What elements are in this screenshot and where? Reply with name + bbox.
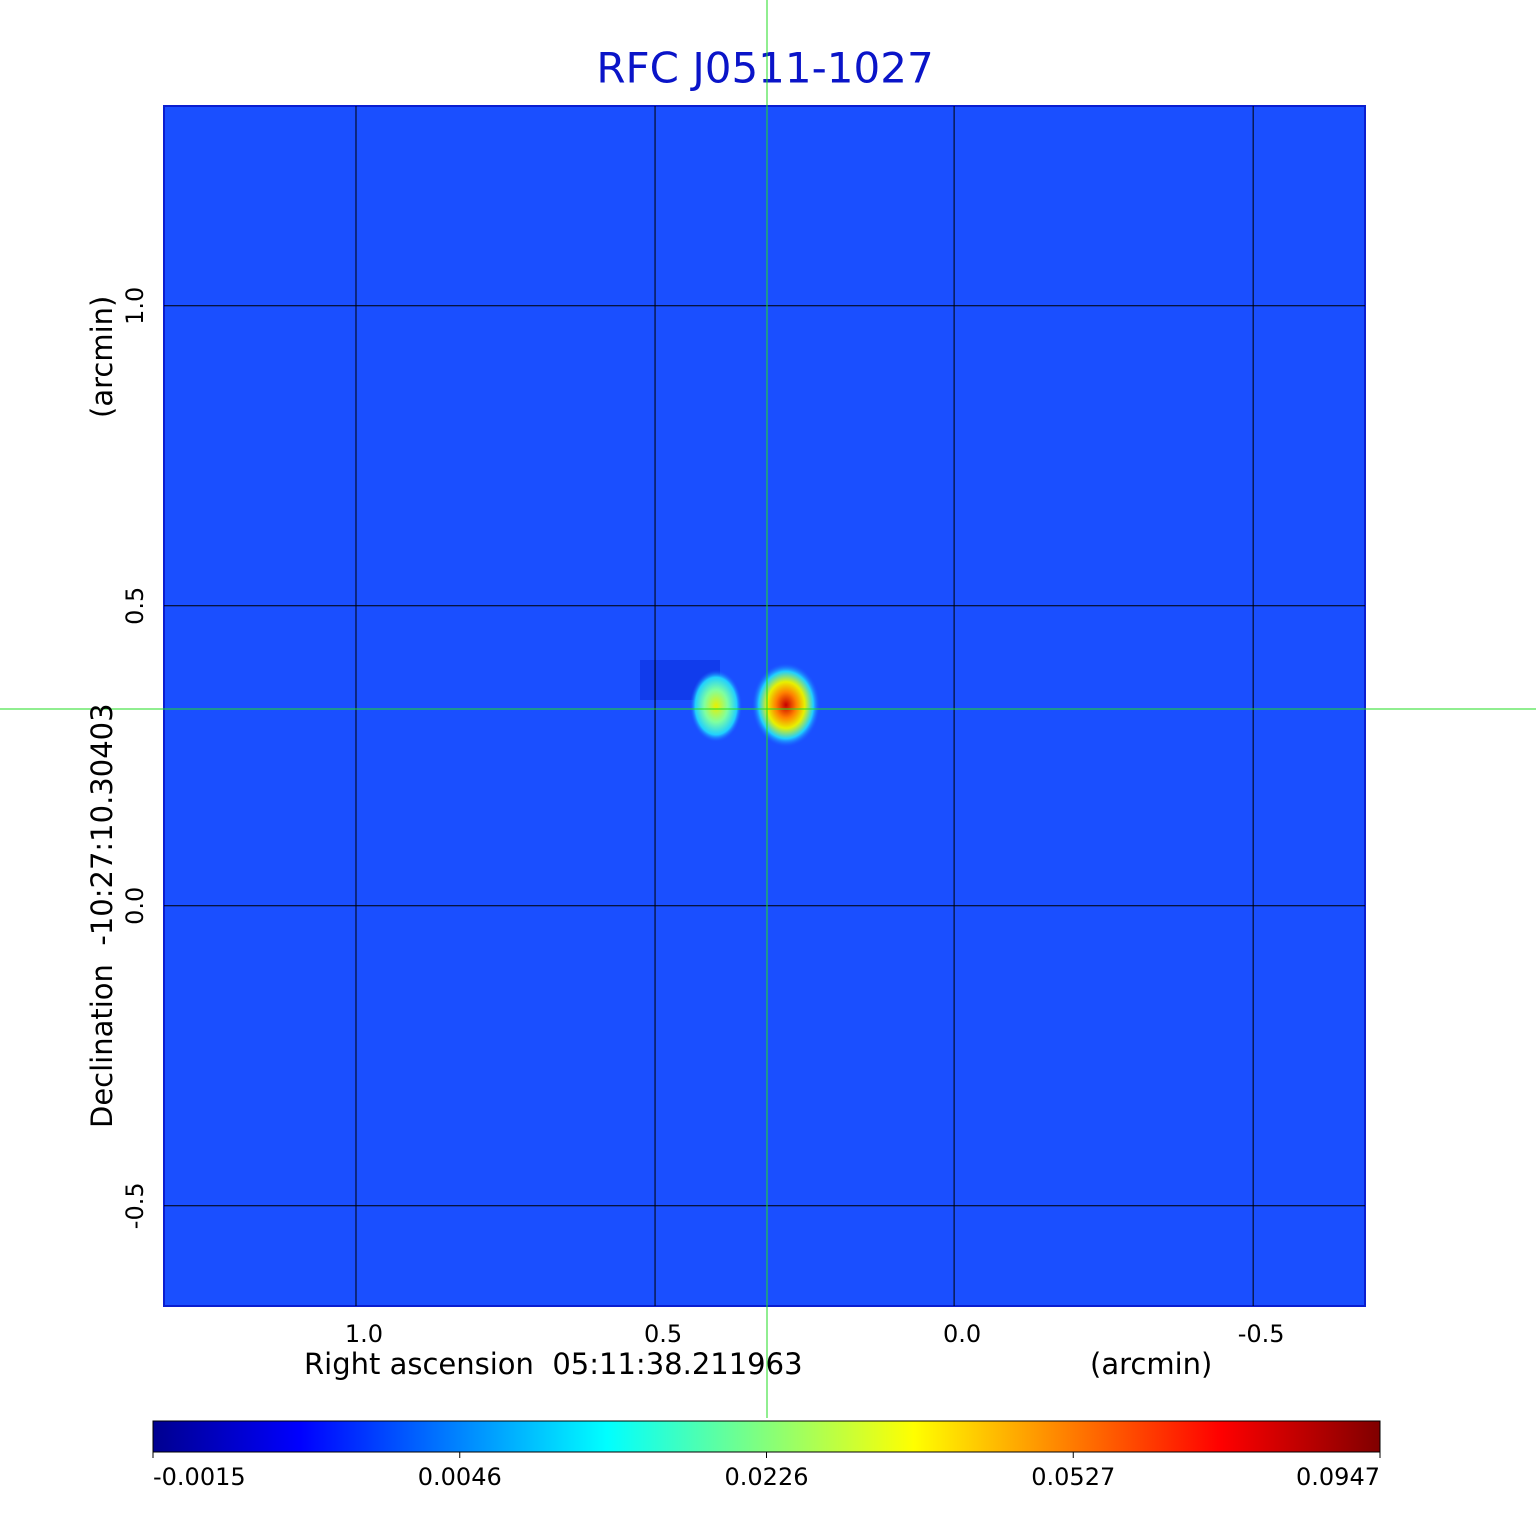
- colorbar-tick-label: 0.0226: [725, 1463, 809, 1491]
- colorbar-tick-label: -0.0015: [153, 1463, 246, 1491]
- image-feature: [690, 670, 742, 742]
- y-axis-label: Declination -10:27:10.30403: [85, 703, 119, 1128]
- x-tick-label: 1.0: [345, 1320, 383, 1348]
- y-tick-label: -0.5: [121, 1182, 149, 1229]
- x-tick-label: 0.5: [644, 1320, 682, 1348]
- x-tick-label: -0.5: [1238, 1320, 1285, 1348]
- y-tick-label: 1.0: [121, 287, 149, 325]
- colorbar-tick-label: 0.0527: [1031, 1463, 1115, 1491]
- colorbar: [152, 1420, 1381, 1453]
- image-feature: [752, 663, 820, 747]
- x-axis-unit: (arcmin): [1090, 1347, 1212, 1381]
- colorbar-tick-label: 0.0947: [1296, 1463, 1380, 1491]
- x-axis-label: Right ascension 05:11:38.211963: [304, 1347, 803, 1381]
- x-tick-label: 0.0: [943, 1320, 981, 1348]
- y-tick-label: 0.0: [121, 887, 149, 925]
- y-tick-label: 0.5: [121, 587, 149, 625]
- chart-title: RFC J0511-1027: [596, 44, 933, 93]
- colorbar-tick-label: 0.0046: [418, 1463, 502, 1491]
- y-axis-unit: (arcmin): [85, 296, 119, 418]
